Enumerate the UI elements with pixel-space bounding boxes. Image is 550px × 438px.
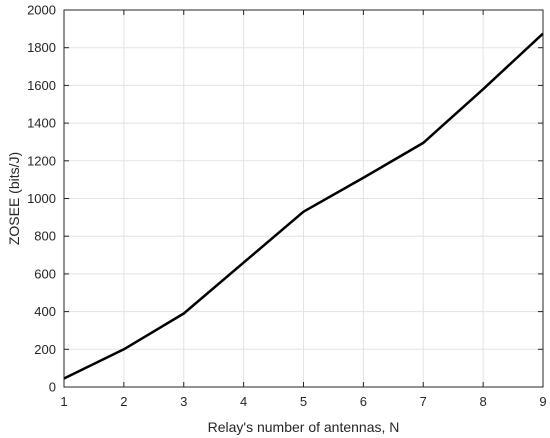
y-tick-label: 200	[34, 342, 56, 357]
y-tick-label: 1200	[27, 153, 56, 168]
x-tick-label: 5	[300, 394, 307, 409]
x-tick-label: 3	[180, 394, 187, 409]
series-layer	[63, 32, 544, 380]
y-tick-label: 400	[34, 304, 56, 319]
x-tick-label: 8	[480, 394, 487, 409]
y-tick-label: 1600	[27, 78, 56, 93]
series-line	[63, 32, 544, 380]
y-tick-label: 1800	[27, 40, 56, 55]
tick-marks	[63, 9, 544, 388]
x-tick-label: 9	[539, 394, 546, 409]
x-tick-label: 1	[60, 394, 67, 409]
x-tick-label: 4	[240, 394, 247, 409]
y-axis-title: ZOSEE (bits/J)	[6, 152, 22, 245]
y-tick-label: 1000	[27, 191, 56, 206]
y-tick-labels: 0 200 400 600 800 1000 1200 1400 1600 1800 2000	[27, 3, 56, 395]
x-axis-title: Relay's number of antennas, N	[208, 419, 400, 435]
y-tick-label: 0	[49, 380, 56, 395]
y-tick-label: 800	[34, 229, 56, 244]
x-tick-labels: 1 2 3 4 5 6 7 8 9	[60, 394, 546, 409]
y-tick-label: 2000	[27, 3, 56, 18]
y-tick-label: 600	[34, 266, 56, 281]
x-tick-label: 6	[360, 394, 367, 409]
y-tick-label: 1400	[27, 116, 56, 131]
x-tick-label: 7	[420, 394, 427, 409]
x-tick-label: 2	[120, 394, 127, 409]
